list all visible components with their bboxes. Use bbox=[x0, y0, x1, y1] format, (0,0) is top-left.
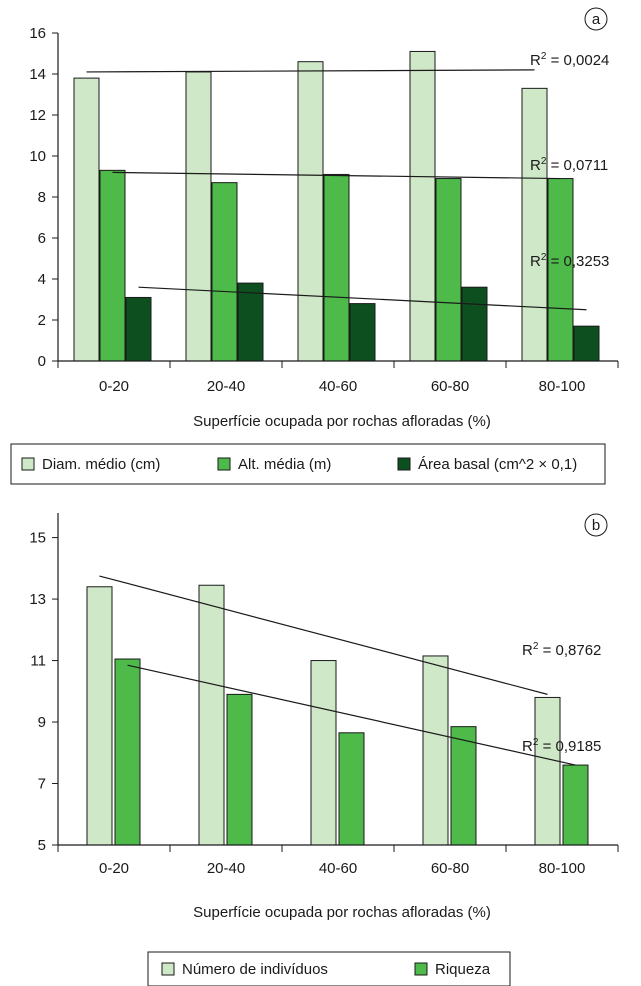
y-tick-label: 9 bbox=[38, 714, 46, 731]
r2-value: = 0,0024 bbox=[546, 52, 609, 69]
y-tick-label: 16 bbox=[29, 25, 46, 42]
bar bbox=[73, 77, 100, 362]
legend: Número de indivíduos Riqueza bbox=[147, 951, 511, 986]
bar bbox=[99, 169, 126, 362]
x-tick-label: 80-100 bbox=[539, 378, 586, 395]
r2-label: R2 = 0,3253 bbox=[530, 252, 609, 270]
bar bbox=[297, 61, 324, 362]
bar bbox=[422, 655, 449, 846]
y-tick-label: 15 bbox=[29, 530, 46, 547]
x-tick-label: 40-60 bbox=[319, 860, 357, 877]
bar bbox=[211, 182, 238, 362]
bar bbox=[547, 178, 574, 362]
trend-line bbox=[127, 664, 576, 766]
bar bbox=[310, 660, 337, 846]
y-tick-label: 5 bbox=[38, 837, 46, 854]
x-tick-label: 20-40 bbox=[207, 378, 245, 395]
y-tick-label: 10 bbox=[29, 148, 46, 165]
bar bbox=[450, 726, 477, 846]
r2-label: R2 = 0,9185 bbox=[522, 737, 601, 755]
x-tick-label: 60-80 bbox=[431, 860, 469, 877]
x-axis-title: Superfície ocupada por rochas afloradas … bbox=[193, 904, 491, 921]
r2-exponent: 2 bbox=[541, 156, 547, 167]
r2-exponent: 2 bbox=[533, 641, 539, 652]
legend-swatch bbox=[21, 457, 35, 471]
y-tick-label: 6 bbox=[38, 230, 46, 247]
bar bbox=[349, 303, 376, 362]
r2-exponent: 2 bbox=[533, 737, 539, 748]
y-tick-label: 2 bbox=[38, 312, 46, 329]
bar bbox=[461, 286, 488, 362]
legend-swatch bbox=[414, 962, 428, 976]
y-tick-label: 4 bbox=[38, 271, 46, 288]
bar bbox=[86, 586, 113, 846]
bar bbox=[409, 50, 436, 362]
r2-base: R bbox=[530, 52, 541, 69]
r2-base: R bbox=[530, 253, 541, 270]
bar bbox=[185, 71, 212, 362]
legend-swatch bbox=[397, 457, 411, 471]
x-tick-label: 0-20 bbox=[99, 378, 129, 395]
r2-label: R2 = 0,0711 bbox=[530, 156, 608, 174]
r2-value: = 0,0711 bbox=[546, 157, 608, 174]
r2-value: = 0,8762 bbox=[538, 642, 601, 659]
y-tick-label: 8 bbox=[38, 189, 46, 206]
y-tick-label: 11 bbox=[30, 653, 46, 670]
r2-label: R2 = 0,0024 bbox=[530, 51, 609, 69]
trend-line bbox=[138, 286, 587, 311]
x-axis-title: Superfície ocupada por rochas afloradas … bbox=[193, 413, 491, 430]
x-tick-label: 20-40 bbox=[207, 860, 245, 877]
y-tick-label: 13 bbox=[29, 591, 46, 608]
panel-label: b bbox=[592, 517, 600, 534]
legend: Diam. médio (cm) Alt. média (m) Área basal… bbox=[10, 443, 606, 485]
bar bbox=[521, 87, 548, 362]
r2-value: = 0,3253 bbox=[546, 253, 609, 270]
bar bbox=[338, 732, 365, 846]
bar bbox=[534, 696, 561, 846]
x-tick-label: 40-60 bbox=[319, 378, 357, 395]
r2-base: R bbox=[522, 642, 533, 659]
r2-exponent: 2 bbox=[541, 51, 547, 62]
bar bbox=[125, 296, 152, 362]
panel-label: a bbox=[592, 11, 601, 28]
trend-line bbox=[86, 69, 535, 73]
r2-label: R2 = 0,8762 bbox=[522, 641, 601, 659]
bar bbox=[226, 693, 253, 846]
bar bbox=[198, 584, 225, 846]
r2-value: = 0,9185 bbox=[538, 738, 601, 755]
x-tick-label: 0-20 bbox=[99, 860, 129, 877]
legend-label: Alt. média (m) bbox=[238, 456, 331, 473]
r2-base: R bbox=[522, 738, 533, 755]
y-tick-label: 12 bbox=[29, 107, 46, 124]
bar bbox=[323, 173, 350, 362]
legend-label: Diam. médio (cm) bbox=[42, 456, 160, 473]
trend-line bbox=[99, 575, 548, 695]
y-tick-label: 7 bbox=[38, 776, 46, 793]
legend-swatch bbox=[217, 457, 231, 471]
bar bbox=[562, 764, 589, 846]
r2-base: R bbox=[530, 157, 541, 174]
x-tick-label: 60-80 bbox=[431, 378, 469, 395]
r2-exponent: 2 bbox=[541, 252, 547, 263]
legend-label: Número de indivíduos bbox=[182, 961, 328, 978]
legend-box bbox=[10, 443, 606, 485]
bar bbox=[237, 282, 264, 362]
panel-label-circle bbox=[584, 513, 608, 537]
legend-box bbox=[147, 951, 511, 986]
legend-swatch bbox=[161, 962, 175, 976]
trend-line bbox=[112, 171, 561, 180]
panel-label-circle bbox=[584, 7, 608, 31]
y-tick-label: 14 bbox=[29, 66, 46, 83]
bar bbox=[435, 178, 462, 362]
bar bbox=[573, 325, 600, 362]
legend-label: Riqueza bbox=[435, 961, 491, 978]
y-tick-label: 0 bbox=[38, 353, 46, 370]
legend-label: Área basal (cm^2 × 0,1) bbox=[418, 456, 577, 473]
x-tick-label: 80-100 bbox=[539, 860, 586, 877]
bar bbox=[114, 658, 141, 846]
